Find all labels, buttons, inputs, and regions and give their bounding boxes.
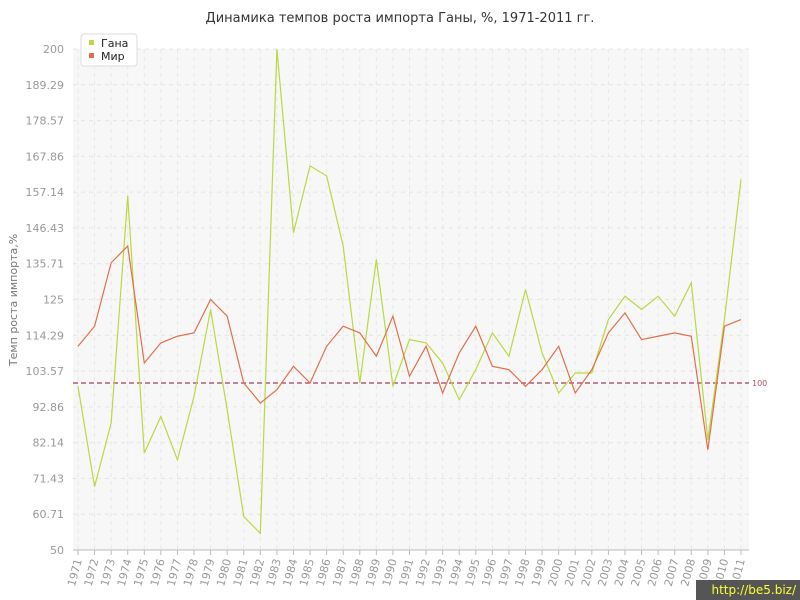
y-tick-label: 50: [50, 544, 64, 557]
legend-label-gana: Гана: [101, 37, 128, 50]
y-tick-label: 82.14: [33, 437, 65, 450]
chart-title: Динамика темпов роста импорта Ганы, %, 1…: [206, 11, 595, 26]
watermark[interactable]: http://be5.biz/: [696, 580, 800, 600]
y-tick-label: 200: [43, 43, 64, 56]
legend: Гана Мир: [80, 33, 138, 67]
reference-line-label: 100: [752, 379, 767, 388]
y-tick-label: 157.14: [26, 186, 65, 199]
legend-swatch-gana: [89, 40, 94, 45]
y-tick-label: 135.71: [26, 258, 65, 271]
series-group: [77, 48, 742, 535]
y-tick-label: 92.86: [33, 401, 65, 414]
y-tick-label: 60.71: [33, 508, 65, 521]
y-tick-label: 103.57: [26, 365, 65, 378]
series-line-gana: [77, 48, 742, 535]
y-tick-label: 146.43: [26, 222, 65, 235]
y-tick-label: 178.57: [26, 115, 65, 128]
y-tick-label: 189.29: [26, 79, 65, 92]
y-tick-label: 125: [43, 294, 64, 307]
y-tick-label: 167.86: [26, 150, 65, 163]
reference-line: 100: [73, 379, 767, 388]
series-line-mir: [77, 244, 742, 450]
y-axis-label: Темп роста импорта,%: [7, 234, 20, 367]
legend-swatch-mir: [89, 53, 94, 58]
y-tick-label: 71.43: [33, 472, 65, 485]
y-axis: 50 60.71 71.43 82.14 92.86 103.57 114.29 125 135…: [26, 43, 65, 557]
y-tick-label: 114.29: [26, 329, 65, 342]
legend-label-mir: Мир: [101, 50, 125, 63]
legend-box: [80, 33, 138, 67]
x-axis: 1971197219731974197519761977197819791980…: [65, 549, 749, 588]
grid: [73, 48, 749, 551]
